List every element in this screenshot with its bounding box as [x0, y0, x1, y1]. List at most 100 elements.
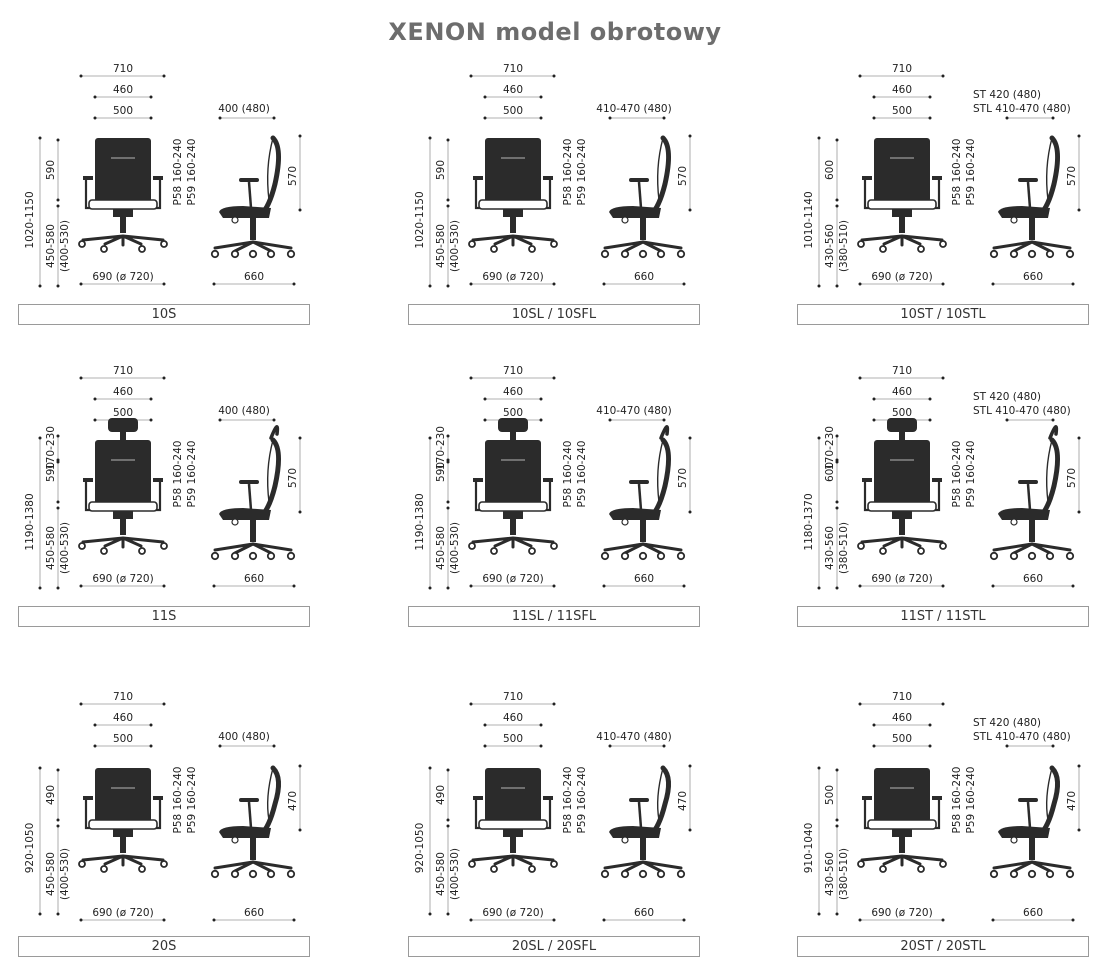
- dimension-tick: [817, 436, 821, 440]
- gas-lift: [250, 838, 256, 860]
- backrest: [1037, 765, 1060, 837]
- dimension-tick: [483, 744, 487, 748]
- headrest-post: [510, 431, 516, 441]
- caster-wheel: [160, 542, 168, 550]
- caster-wheel: [210, 249, 220, 259]
- headrest-post: [899, 431, 905, 441]
- caster-wheel: [638, 249, 648, 259]
- headrest: [887, 418, 917, 432]
- dimension-seat-height-alt: (400-530): [59, 220, 71, 272]
- dimension-tick: [93, 418, 97, 422]
- chair-base: [603, 542, 683, 555]
- caster-wheel: [1065, 869, 1075, 879]
- dimension-tick: [56, 460, 60, 464]
- backrest: [485, 440, 541, 504]
- dimension-tick: [483, 95, 487, 99]
- caster-wheel: [230, 869, 240, 879]
- dimension-tick: [56, 768, 60, 772]
- dimension-seat-depth: 400 (480): [218, 731, 270, 743]
- armrest-pad: [473, 478, 483, 482]
- dimension-tick: [539, 744, 543, 748]
- dimension-tick: [79, 376, 83, 380]
- model-label: 10SL / 10SFL: [408, 304, 700, 325]
- dimension-tick: [446, 818, 450, 822]
- dimension-tick: [1071, 282, 1075, 286]
- dimension-label: 500: [503, 105, 523, 117]
- gas-lift: [510, 217, 516, 233]
- backrest-frame: [266, 439, 274, 503]
- dimension-tick: [682, 282, 686, 286]
- armrest-pad: [153, 796, 163, 800]
- dimension-tick: [446, 284, 450, 288]
- seat: [478, 819, 548, 830]
- dimension-tick: [858, 282, 862, 286]
- dimension-armrest-p59: P59 160-240: [965, 139, 977, 206]
- dimension-tick: [602, 282, 606, 286]
- caster-wheel: [1045, 869, 1055, 879]
- caster-wheel: [248, 249, 258, 259]
- dimension-tick: [1077, 764, 1081, 768]
- dimension-seat-height-alt: (380-510): [838, 522, 850, 574]
- dimension-tick: [428, 912, 432, 916]
- side-view-chair: [210, 135, 296, 259]
- gas-lift: [640, 218, 646, 240]
- dimension-tick: [446, 586, 450, 590]
- dimension-tick: [928, 116, 932, 120]
- model-label: 11S: [18, 606, 310, 627]
- backrest-frame: [1045, 767, 1053, 821]
- caster-wheel: [857, 240, 865, 248]
- armrest-post: [247, 181, 253, 209]
- armrest-pad: [629, 480, 649, 484]
- dimension-tick: [446, 824, 450, 828]
- mechanism: [892, 511, 912, 519]
- dimension-tick: [446, 500, 450, 504]
- model-label: 20SL / 20SFL: [408, 936, 700, 957]
- caster-wheel: [939, 542, 947, 550]
- chair-base: [992, 240, 1072, 253]
- caster-wheel: [100, 547, 108, 555]
- caster-wheel: [638, 551, 648, 561]
- dimension-label: 710: [113, 691, 133, 703]
- dimension-tick: [428, 284, 432, 288]
- dimension-tick: [469, 918, 473, 922]
- seat-knob: [621, 518, 629, 526]
- dimension-tick: [928, 744, 932, 748]
- dimension-base-diameter: 690 (ø 720): [871, 907, 932, 919]
- backrest-frame: [266, 767, 274, 821]
- dimension-tick: [218, 744, 222, 748]
- chair-model-cell: 710 460 500 1190-1380 170-230 590 450-580 (400-…: [18, 362, 328, 642]
- dimension-label: 500: [503, 733, 523, 745]
- dimension-tick: [941, 584, 945, 588]
- dimension-side-height: 470: [287, 791, 299, 811]
- chair-model-cell: 710 460 500 1020-1150 590 450-580 (400-530) 690…: [408, 60, 718, 340]
- caster-wheel: [160, 860, 168, 868]
- dimension-tick: [446, 506, 450, 510]
- dimension-backrest: 500: [824, 785, 836, 805]
- dimension-side-height: 570: [287, 468, 299, 488]
- caster-wheel: [1045, 249, 1055, 259]
- armrest-pad: [629, 798, 649, 802]
- dimension-base-diameter: 690 (ø 720): [482, 573, 543, 585]
- dimension-tick: [483, 116, 487, 120]
- caster-wheel: [600, 249, 610, 259]
- backrest-frame: [656, 439, 664, 503]
- dimension-armrest-p59: P59 160-240: [576, 139, 588, 206]
- dimension-seat-height: 450-580: [45, 852, 57, 896]
- dimension-tick: [1077, 208, 1081, 212]
- seat: [867, 199, 937, 210]
- armrest-pad: [543, 796, 553, 800]
- seat-knob: [1010, 216, 1018, 224]
- chair-base: [603, 860, 683, 873]
- dimension-tick: [56, 500, 60, 504]
- dimension-total-height: 920-1050: [414, 823, 426, 874]
- dimension-tick: [56, 824, 60, 828]
- dimension-tick: [817, 766, 821, 770]
- dimension-tick: [149, 744, 153, 748]
- mechanism: [113, 829, 133, 837]
- dimension-seat-height-alt: (380-510): [838, 848, 850, 900]
- caster-wheel: [1027, 249, 1037, 259]
- dimension-armrest-p58: P58 160-240: [562, 139, 574, 206]
- caster-wheel: [468, 860, 476, 868]
- headrest: [1048, 425, 1059, 440]
